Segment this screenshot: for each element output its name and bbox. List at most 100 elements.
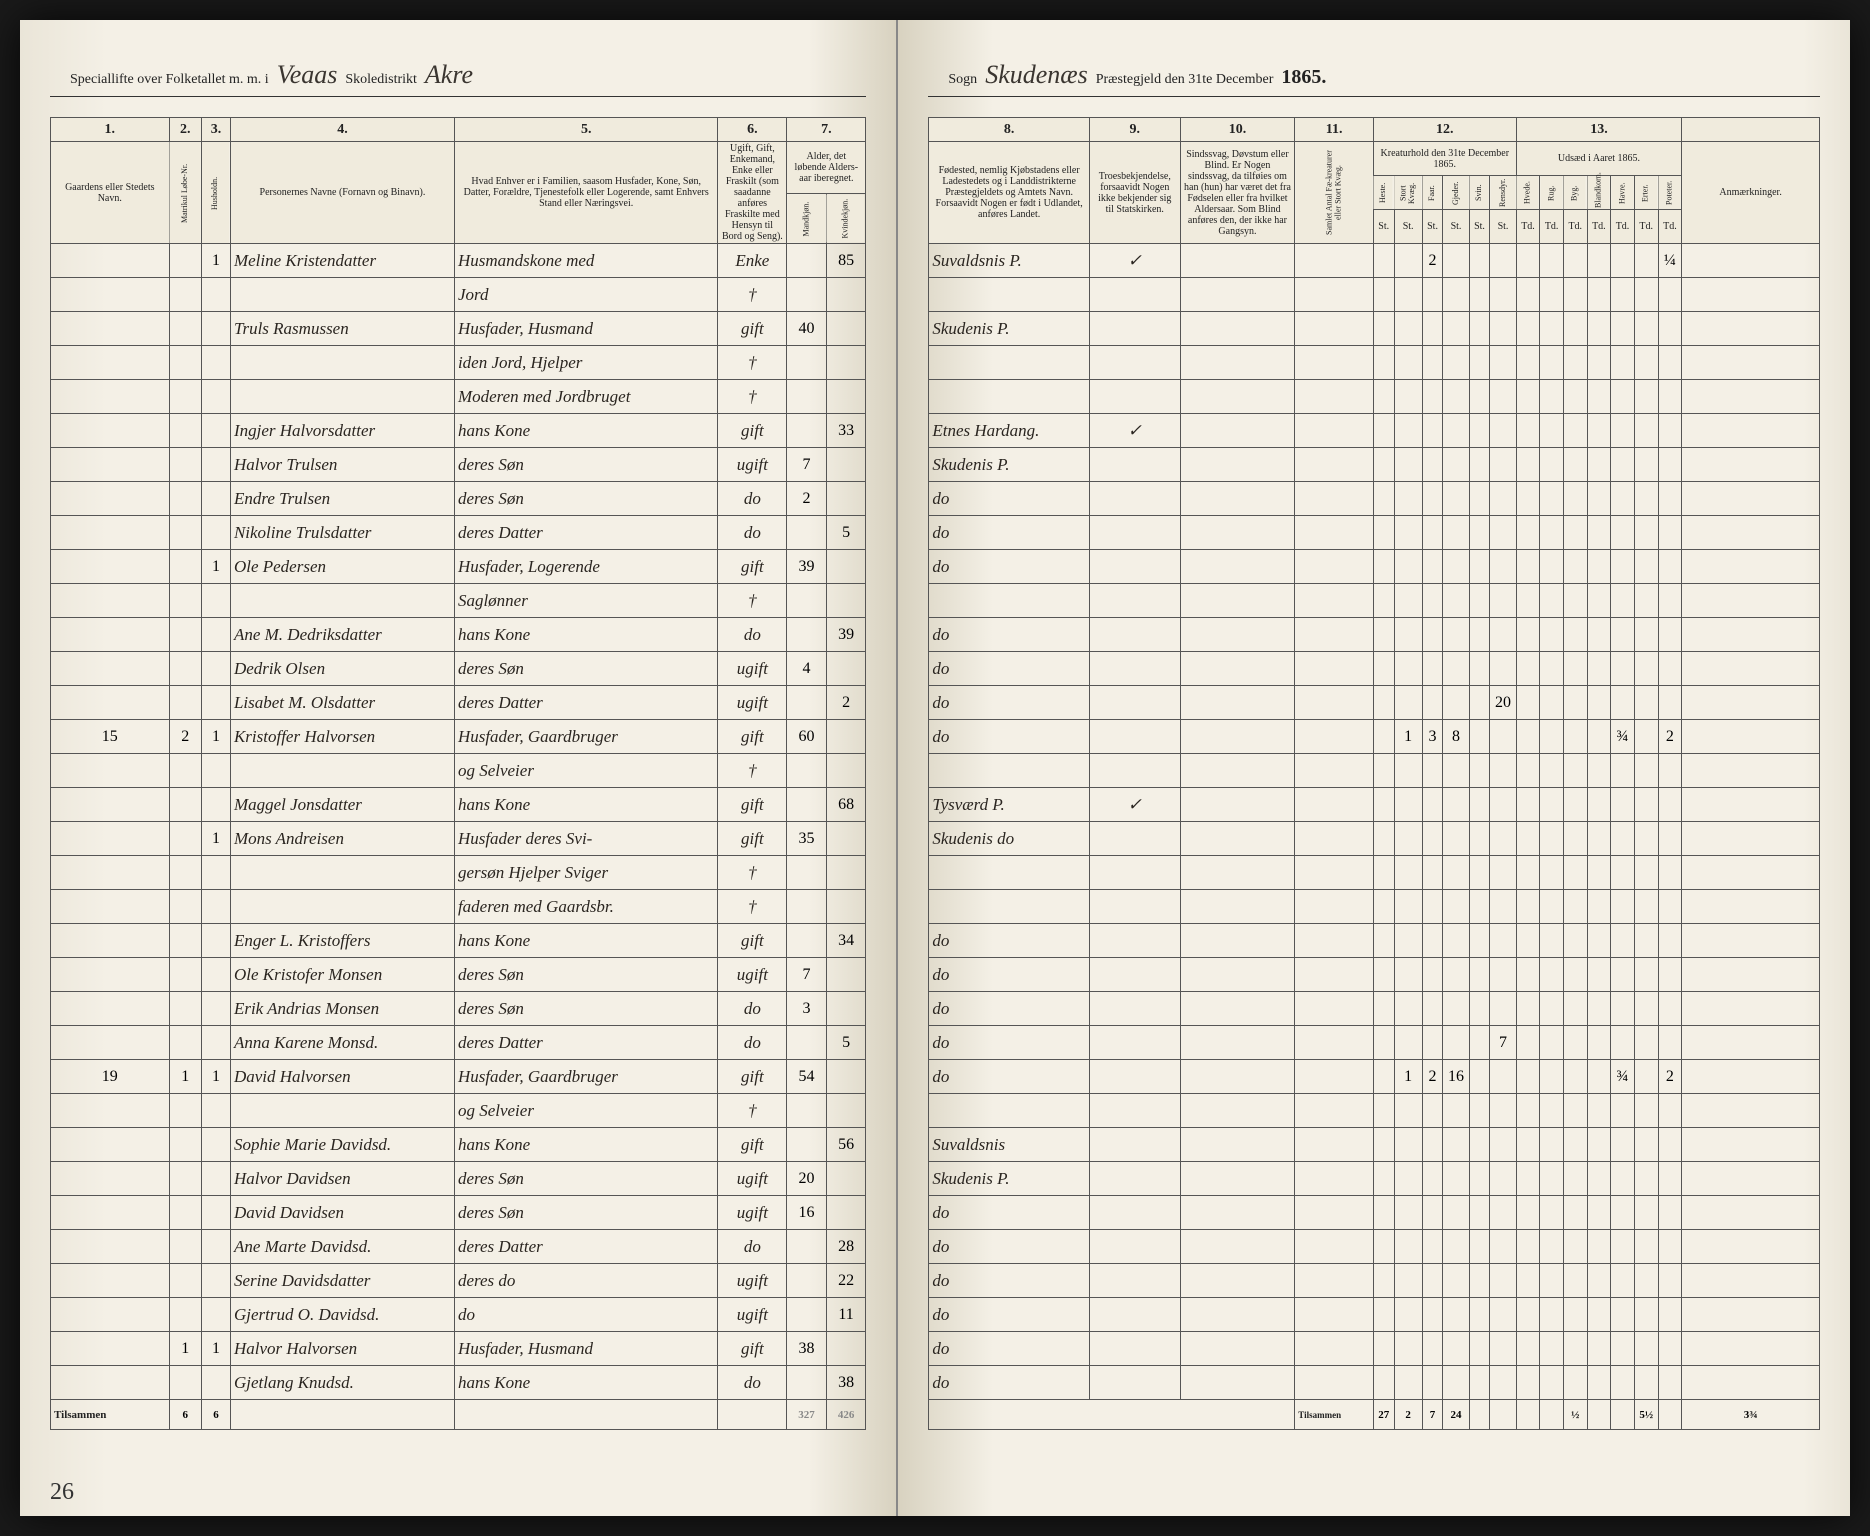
table-row: Etnes Hardang.✓ xyxy=(929,414,1820,448)
table-row: Skudenis do xyxy=(929,822,1820,856)
column-label-row: Gaardens eller Stedets Navn. Matrikul Lø… xyxy=(51,142,866,194)
table-row xyxy=(929,278,1820,312)
table-row: Endre Trulsenderes Søndo2 xyxy=(51,482,866,516)
table-row: do xyxy=(929,618,1820,652)
table-row: do20 xyxy=(929,686,1820,720)
col-num: 4. xyxy=(230,118,454,142)
table-row: do xyxy=(929,1298,1820,1332)
table-row: Sophie Marie Davidsd.hans Konegift56 xyxy=(51,1128,866,1162)
table-row: 11Halvor HalvorsenHusfader, Husmandgift3… xyxy=(51,1332,866,1366)
table-row: do xyxy=(929,1366,1820,1400)
parish-name: Akre xyxy=(425,60,473,90)
table-row: Anna Karene Monsd.deres Datterdo5 xyxy=(51,1026,866,1060)
table-row: do xyxy=(929,550,1820,584)
table-row: Saglønner† xyxy=(51,584,866,618)
left-header: Speciallifte over Folketallet m. m. i Ve… xyxy=(50,60,866,97)
table-row: og Selveier† xyxy=(51,1094,866,1128)
col-num: 9. xyxy=(1089,118,1180,142)
table-row: do xyxy=(929,652,1820,686)
table-row: 1Mons AndreisenHusfader deres Svi-gift35 xyxy=(51,822,866,856)
table-row: Gjertrud O. Davidsd.dougift11 xyxy=(51,1298,866,1332)
table-row: do xyxy=(929,924,1820,958)
column-number-row: 8. 9. 10. 11. 12. 13. xyxy=(929,118,1820,142)
col-num: 13. xyxy=(1516,118,1682,142)
col-label: Kvindekjøn. xyxy=(826,194,866,244)
col-label: Kreaturhold den 31te December 1865. xyxy=(1373,142,1516,176)
table-row xyxy=(929,856,1820,890)
footer-label: Tilsammen xyxy=(1295,1400,1374,1430)
census-ledger-spread: Speciallifte over Folketallet m. m. i Ve… xyxy=(20,20,1850,1516)
left-table: 1. 2. 3. 4. 5. 6. 7. Gaardens eller Sted… xyxy=(50,117,866,1430)
col-num: 1. xyxy=(51,118,170,142)
remarks-header xyxy=(1682,118,1820,142)
header-suffix: Præstegjeld den 31te December xyxy=(1096,72,1274,88)
table-row: do xyxy=(929,516,1820,550)
col-num: 8. xyxy=(929,118,1090,142)
table-row: Suvaldsnis P.✓2¼ xyxy=(929,244,1820,278)
footer-sum: 327 xyxy=(787,1400,827,1430)
footer-sum: 6 xyxy=(201,1400,230,1430)
right-table: 8. 9. 10. 11. 12. 13. Fødested, nemlig K… xyxy=(928,117,1820,1430)
table-row: 1Meline KristendatterHusmandskone medEnk… xyxy=(51,244,866,278)
table-row: Skudenis P. xyxy=(929,1162,1820,1196)
column-number-row: 1. 2. 3. 4. 5. 6. 7. xyxy=(51,118,866,142)
table-row: Maggel Jonsdatterhans Konegift68 xyxy=(51,788,866,822)
column-label-row: Fødested, nemlig Kjøbstadens eller Lades… xyxy=(929,142,1820,176)
table-row: Halvor Trulsenderes Sønugift7 xyxy=(51,448,866,482)
table-row: iden Jord, Hjelper† xyxy=(51,346,866,380)
table-row: 1Ole PedersenHusfader, Logerendegift39 xyxy=(51,550,866,584)
col-label: Hvad Enhver er i Familien, saasom Husfad… xyxy=(454,142,718,244)
col-label: Samlet Antal Fæ-kreaturer eller Stort Kv… xyxy=(1295,142,1374,244)
table-row: Dedrik Olsenderes Sønugift4 xyxy=(51,652,866,686)
table-row xyxy=(929,380,1820,414)
table-row: do138¾2 xyxy=(929,720,1820,754)
sogn-label: Sogn xyxy=(948,72,977,88)
table-row: Truls RasmussenHusfader, Husmandgift40 xyxy=(51,312,866,346)
col-label: Matrikul Løbe-Nr. xyxy=(169,142,201,244)
col-num: 3. xyxy=(201,118,230,142)
col-label: Fødested, nemlig Kjøbstadens eller Lades… xyxy=(929,142,1090,244)
table-row: 1911David HalvorsenHusfader, Gaardbruger… xyxy=(51,1060,866,1094)
table-row: do xyxy=(929,1230,1820,1264)
table-row: Lisabet M. Olsdatterderes Datterugift2 xyxy=(51,686,866,720)
table-row: 1521Kristoffer HalvorsenHusfader, Gaardb… xyxy=(51,720,866,754)
table-row: Jord† xyxy=(51,278,866,312)
table-row xyxy=(929,754,1820,788)
col-label: Personernes Navne (Fornavn og Binavn). xyxy=(230,142,454,244)
table-row: gersøn Hjelper Sviger† xyxy=(51,856,866,890)
col-label: Troesbekjendelse, forsaavidt Nogen ikke … xyxy=(1089,142,1180,244)
col-label: Udsæd i Aaret 1865. xyxy=(1516,142,1682,176)
table-row: David Davidsenderes Sønugift16 xyxy=(51,1196,866,1230)
col-label: Gaardens eller Stedets Navn. xyxy=(51,142,170,244)
district-name: Veaas xyxy=(277,60,338,90)
table-row: do xyxy=(929,1332,1820,1366)
table-row xyxy=(929,1094,1820,1128)
table-row xyxy=(929,584,1820,618)
header-mid: Skoledistrikt xyxy=(345,72,417,88)
footer-label: Tilsammen xyxy=(51,1400,170,1430)
header-prefix: Speciallifte over Folketallet m. m. i xyxy=(70,72,269,88)
table-row: do1216¾2 xyxy=(929,1060,1820,1094)
table-row: Ole Kristofer Monsenderes Sønugift7 xyxy=(51,958,866,992)
right-parish: Skudenæs xyxy=(985,60,1088,90)
footer-row: Tilsammen 27 2 7 24 ½ 5½ 3¾ xyxy=(929,1400,1820,1430)
col-label: Alder, det løbende Alders-aar iberegnet. xyxy=(787,142,866,194)
table-row: faderen med Gaardsbr.† xyxy=(51,890,866,924)
table-row: do xyxy=(929,1196,1820,1230)
table-row: do xyxy=(929,992,1820,1026)
col-label: Ugift, Gift, Enkemand, Enke eller Fraski… xyxy=(718,142,787,244)
col-num: 12. xyxy=(1373,118,1516,142)
table-row: Ane M. Dedriksdatterhans Konedo39 xyxy=(51,618,866,652)
table-row: Tysværd P.✓ xyxy=(929,788,1820,822)
table-row: Skudenis P. xyxy=(929,312,1820,346)
table-row: Ingjer Halvorsdatterhans Konegift33 xyxy=(51,414,866,448)
table-row: Halvor Davidsenderes Sønugift20 xyxy=(51,1162,866,1196)
page-number: 26 xyxy=(50,1479,74,1506)
table-row: Moderen med Jordbruget† xyxy=(51,380,866,414)
col-num: 7. xyxy=(787,118,866,142)
table-row: Gjetlang Knudsd.hans Konedo38 xyxy=(51,1366,866,1400)
col-num: 10. xyxy=(1180,118,1295,142)
col-num: 6. xyxy=(718,118,787,142)
col-num: 2. xyxy=(169,118,201,142)
table-row: Skudenis P. xyxy=(929,448,1820,482)
